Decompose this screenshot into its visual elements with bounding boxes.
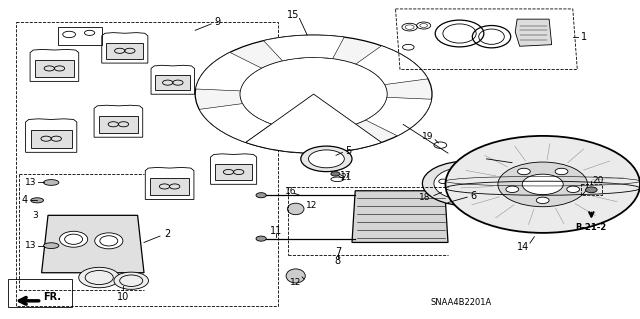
Circle shape	[240, 57, 387, 131]
Ellipse shape	[256, 193, 266, 198]
Text: 2: 2	[164, 229, 171, 240]
Text: 15: 15	[287, 10, 300, 20]
Ellipse shape	[518, 168, 531, 175]
Polygon shape	[352, 191, 448, 242]
Ellipse shape	[308, 150, 344, 168]
Ellipse shape	[60, 231, 88, 247]
Ellipse shape	[434, 167, 500, 200]
Bar	[58, 27, 102, 45]
Polygon shape	[150, 178, 189, 195]
Text: 1: 1	[580, 32, 587, 42]
Ellipse shape	[454, 193, 463, 197]
Text: 21: 21	[340, 173, 351, 182]
Text: 12: 12	[306, 201, 317, 210]
Ellipse shape	[484, 187, 493, 192]
Text: 11: 11	[270, 226, 283, 236]
Text: 16: 16	[285, 187, 297, 196]
Text: 3: 3	[33, 211, 38, 220]
Ellipse shape	[31, 198, 44, 203]
Ellipse shape	[536, 197, 549, 204]
Polygon shape	[42, 215, 144, 273]
Wedge shape	[196, 52, 262, 91]
Ellipse shape	[586, 187, 597, 193]
Ellipse shape	[256, 236, 266, 241]
Ellipse shape	[79, 267, 120, 288]
Polygon shape	[515, 19, 552, 46]
Ellipse shape	[555, 168, 568, 175]
Ellipse shape	[522, 174, 563, 195]
Ellipse shape	[422, 161, 512, 206]
Wedge shape	[356, 46, 428, 85]
Polygon shape	[35, 60, 74, 77]
Text: 10: 10	[116, 292, 129, 302]
Text: 7: 7	[335, 247, 341, 257]
Ellipse shape	[498, 162, 588, 207]
Bar	[8, 279, 72, 307]
Text: 20: 20	[593, 176, 604, 185]
Ellipse shape	[439, 179, 448, 183]
Ellipse shape	[331, 172, 340, 176]
Text: 13: 13	[25, 178, 36, 187]
Text: SNAA4B2201A: SNAA4B2201A	[430, 298, 492, 307]
Text: 17: 17	[340, 171, 351, 180]
Polygon shape	[106, 43, 143, 59]
Polygon shape	[31, 130, 72, 148]
Text: B-21-2: B-21-2	[576, 223, 607, 232]
Wedge shape	[365, 97, 431, 136]
Circle shape	[195, 35, 432, 153]
Text: 4: 4	[21, 195, 28, 205]
Wedge shape	[199, 104, 271, 143]
Bar	[581, 184, 602, 195]
Ellipse shape	[445, 136, 640, 233]
Text: 18: 18	[419, 193, 430, 202]
Wedge shape	[264, 35, 344, 61]
Text: 12: 12	[290, 278, 301, 287]
Text: 8: 8	[335, 256, 341, 266]
Text: FR.: FR.	[44, 292, 61, 302]
Polygon shape	[99, 115, 138, 133]
Polygon shape	[215, 164, 252, 180]
Wedge shape	[246, 94, 381, 153]
Text: 14: 14	[517, 242, 530, 252]
Text: 6: 6	[470, 191, 477, 201]
Ellipse shape	[463, 169, 472, 174]
Text: 5: 5	[346, 145, 352, 156]
Ellipse shape	[114, 272, 148, 289]
Ellipse shape	[301, 146, 352, 172]
Wedge shape	[283, 127, 364, 153]
Ellipse shape	[44, 180, 59, 185]
Ellipse shape	[95, 233, 123, 249]
Polygon shape	[156, 75, 190, 90]
Ellipse shape	[287, 203, 304, 215]
Text: 19: 19	[422, 132, 433, 141]
Ellipse shape	[567, 186, 580, 192]
Ellipse shape	[506, 186, 518, 192]
Text: 13: 13	[25, 241, 36, 250]
Text: 9: 9	[214, 17, 221, 27]
Ellipse shape	[449, 174, 485, 192]
Ellipse shape	[286, 269, 305, 283]
Ellipse shape	[44, 243, 59, 249]
